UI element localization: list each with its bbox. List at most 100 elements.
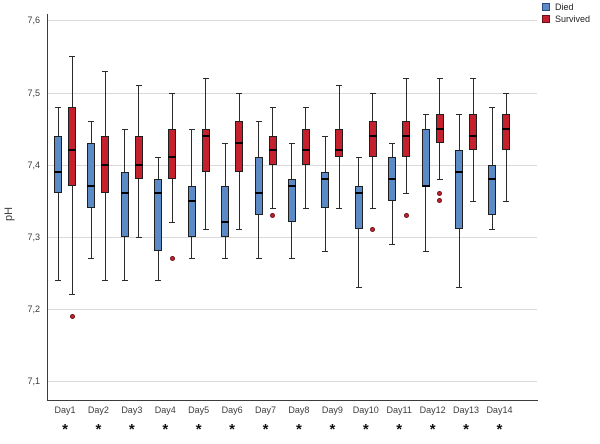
box-died-day10 [354,186,363,230]
median-survived-day13 [469,134,478,137]
median-died-day14 [488,178,497,181]
whisker-cap-top-died-day9 [322,135,329,137]
whisker-cap-bottom-survived-day3 [135,236,142,238]
x-tick-label-day8: Day8 [288,405,310,415]
median-died-day12 [421,185,430,188]
box-died-day13 [455,150,464,230]
median-died-day8 [287,185,296,188]
median-survived-day5 [201,134,210,137]
median-died-day5 [187,199,196,202]
whisker-cap-bottom-died-day12 [422,251,429,253]
median-survived-day12 [435,127,444,130]
legend-label-survived: Survived [555,14,591,24]
median-survived-day14 [502,127,511,130]
box-died-day7 [254,157,263,216]
whisker-cap-bottom-survived-day1 [69,294,75,296]
whisker-cap-top-survived-day2 [102,70,109,72]
x-tick-label-day4: Day4 [154,405,176,415]
median-died-day2 [87,185,96,188]
y-axis-title: pH [3,206,16,222]
significance-marker-day2: * [95,421,102,438]
y-tick-label: 7,3 [27,231,40,242]
whisker-cap-top-survived-day14 [503,92,510,94]
whisker-cap-bottom-survived-day14 [503,200,510,202]
whisker-cap-bottom-died-day9 [322,251,329,253]
whisker-cap-top-died-day14 [489,106,496,108]
median-died-day13 [455,170,464,173]
legend: Died Survived [542,2,590,26]
significance-marker-day13: * [463,421,469,438]
whisker-died-day1 [57,106,59,280]
x-axis-line [47,400,538,401]
box-died-day5 [187,186,196,237]
box-died-day3 [120,171,129,237]
whisker-cap-bottom-died-day7 [255,258,262,260]
x-tick-label-day1: Day1 [54,405,76,415]
box-died-day8 [287,179,296,223]
outlier-survived-day1 [69,313,75,319]
significance-marker-day10: * [362,421,369,438]
whisker-cap-bottom-died-day6 [222,258,229,260]
median-survived-day3 [134,163,143,166]
whisker-cap-bottom-survived-day6 [236,229,243,231]
x-tick-label-day11: Day11 [386,405,412,415]
whisker-cap-top-survived-day5 [202,78,209,80]
whisker-cap-bottom-survived-day11 [403,193,410,195]
box-survived-day1 [68,106,76,187]
outlier-survived-day4 [169,255,175,261]
whisker-cap-top-survived-day9 [336,85,343,87]
whisker-cap-top-died-day12 [422,114,429,116]
whisker-cap-top-survived-day6 [236,92,243,94]
box-survived-day9 [335,128,344,158]
whisker-cap-top-survived-day10 [369,92,376,94]
median-survived-day9 [335,149,344,152]
whisker-cap-bottom-died-day14 [489,229,496,231]
median-survived-day4 [168,156,177,159]
whisker-cap-bottom-died-day5 [188,258,195,260]
median-survived-day10 [368,134,377,137]
whisker-cap-top-died-day13 [456,114,463,116]
box-survived-day14 [502,114,511,151]
significance-marker-day3: * [128,421,135,438]
outlier-survived-day12 [437,190,443,196]
x-tick-label-day3: Day3 [121,405,143,415]
x-tick-label-day2: Day2 [87,405,109,415]
box-died-day9 [321,171,330,208]
gridline-7,5 [47,92,537,94]
whisker-cap-top-died-day11 [389,142,396,144]
gridline-7,6 [47,20,537,22]
whisker-cap-top-died-day5 [188,128,195,130]
whisker-cap-top-survived-day1 [69,56,75,58]
y-tick-label: 7,1 [27,375,40,386]
outlier-survived-day7 [270,212,276,218]
whisker-cap-top-survived-day3 [135,85,142,87]
median-survived-day8 [301,149,310,152]
whisker-cap-top-survived-day13 [470,78,477,80]
significance-marker-day5: * [195,421,202,438]
whisker-cap-bottom-died-day2 [88,258,95,260]
median-survived-day6 [235,141,244,144]
median-survived-day7 [268,149,277,152]
x-tick-label-day10: Day10 [352,405,379,415]
y-tick-label: 7,2 [27,303,40,314]
box-died-day4 [154,179,163,252]
y-tick-label: 7,6 [27,15,40,26]
whisker-cap-top-died-day2 [88,121,95,123]
whisker-cap-bottom-survived-day5 [202,229,209,231]
whisker-cap-bottom-survived-day2 [102,279,109,281]
x-tick-label-day6: Day6 [221,405,243,415]
median-died-day1 [54,170,62,173]
whisker-cap-top-survived-day4 [169,92,176,94]
whisker-cap-bottom-died-day8 [288,258,295,260]
box-died-day2 [87,142,96,208]
box-survived-day4 [168,128,177,180]
box-survived-day11 [402,121,411,158]
x-tick-label-day5: Day5 [188,405,210,415]
whisker-cap-top-died-day4 [155,157,162,159]
median-survived-day2 [101,163,110,166]
median-died-day11 [388,178,397,181]
whisker-cap-bottom-died-day13 [456,287,463,289]
whisker-cap-top-died-day6 [222,142,229,144]
legend-item-died: Died [542,2,590,12]
